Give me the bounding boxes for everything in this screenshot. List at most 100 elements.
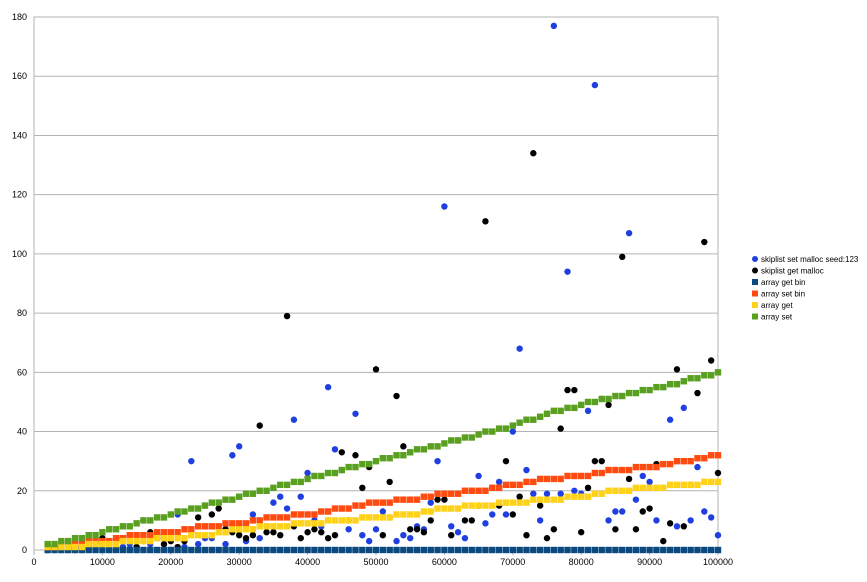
data-point bbox=[646, 484, 653, 492]
data-point bbox=[194, 514, 202, 521]
data-point bbox=[352, 410, 359, 417]
data-point bbox=[694, 389, 701, 397]
data-point bbox=[119, 523, 127, 530]
data-point bbox=[379, 499, 387, 506]
data-point bbox=[133, 546, 140, 554]
data-point bbox=[461, 502, 469, 509]
data-point bbox=[530, 546, 537, 554]
data-point bbox=[694, 546, 701, 554]
data-point bbox=[461, 534, 469, 542]
data-point bbox=[639, 463, 646, 471]
data-point bbox=[489, 428, 496, 435]
data-point bbox=[632, 389, 640, 397]
data-point bbox=[598, 490, 605, 497]
data-point bbox=[194, 540, 202, 548]
data-point bbox=[126, 537, 133, 545]
data-point bbox=[448, 437, 455, 444]
data-point bbox=[277, 481, 284, 489]
data-point bbox=[454, 437, 462, 444]
data-point bbox=[530, 150, 537, 157]
data-point bbox=[646, 505, 653, 512]
data-point bbox=[564, 404, 571, 412]
data-point bbox=[249, 546, 257, 554]
data-point bbox=[249, 511, 257, 518]
legend-label: skiplist set malloc seed:123 bbox=[761, 255, 859, 264]
data-point bbox=[311, 526, 318, 533]
data-point bbox=[359, 502, 366, 509]
data-point bbox=[660, 546, 667, 554]
data-point bbox=[153, 529, 161, 536]
data-point bbox=[557, 546, 564, 554]
data-point bbox=[345, 463, 352, 471]
data-point bbox=[557, 496, 564, 503]
data-point bbox=[215, 499, 222, 506]
data-point bbox=[372, 546, 380, 554]
y-tick-label: 120 bbox=[12, 190, 27, 200]
data-point bbox=[215, 546, 222, 554]
data-point bbox=[639, 472, 646, 480]
data-point bbox=[673, 380, 681, 388]
data-point bbox=[407, 449, 414, 456]
data-point bbox=[112, 540, 120, 548]
data-point bbox=[140, 531, 147, 539]
data-point bbox=[324, 546, 332, 554]
data-point bbox=[495, 499, 503, 506]
y-tick-label: 140 bbox=[12, 130, 27, 140]
data-point bbox=[619, 466, 626, 474]
data-point bbox=[639, 484, 646, 492]
data-point bbox=[454, 529, 462, 536]
data-point bbox=[605, 517, 612, 524]
data-point bbox=[304, 511, 311, 518]
data-point bbox=[584, 398, 592, 406]
data-point bbox=[666, 546, 674, 554]
data-point bbox=[495, 478, 503, 486]
data-point bbox=[571, 404, 578, 412]
data-point bbox=[489, 546, 496, 554]
data-point bbox=[297, 546, 304, 554]
data-point bbox=[256, 487, 263, 494]
data-point bbox=[215, 523, 222, 530]
y-tick-label: 0 bbox=[22, 545, 27, 555]
data-point bbox=[181, 508, 188, 515]
data-point bbox=[413, 446, 421, 453]
data-point bbox=[536, 475, 544, 483]
data-point bbox=[625, 229, 633, 237]
data-point bbox=[612, 546, 619, 554]
data-point bbox=[338, 517, 345, 524]
data-point bbox=[147, 517, 154, 524]
data-point bbox=[687, 457, 694, 465]
data-point bbox=[632, 463, 640, 471]
data-point bbox=[112, 526, 120, 533]
data-point bbox=[304, 529, 311, 536]
data-point bbox=[619, 487, 626, 494]
data-point bbox=[502, 481, 510, 489]
data-point bbox=[598, 395, 605, 403]
data-point bbox=[393, 537, 400, 545]
data-point bbox=[605, 395, 612, 403]
data-marks bbox=[44, 22, 722, 554]
data-point bbox=[454, 505, 462, 512]
data-point bbox=[201, 531, 209, 539]
data-point bbox=[188, 457, 195, 465]
data-point bbox=[707, 452, 715, 459]
data-point bbox=[434, 505, 441, 512]
data-point bbox=[318, 472, 325, 480]
data-point bbox=[694, 375, 701, 382]
data-point bbox=[263, 529, 270, 536]
data-point bbox=[283, 546, 291, 554]
legend-marker bbox=[752, 256, 758, 262]
data-point bbox=[413, 546, 421, 554]
data-point bbox=[188, 546, 195, 554]
data-point bbox=[140, 546, 147, 554]
x-tick-label: 0 bbox=[31, 557, 36, 567]
data-point bbox=[160, 514, 168, 521]
data-point bbox=[557, 407, 564, 415]
data-point bbox=[92, 546, 99, 554]
data-point bbox=[71, 543, 79, 551]
data-point bbox=[222, 540, 229, 548]
data-point bbox=[194, 523, 202, 530]
data-point bbox=[318, 529, 325, 536]
y-tick-label: 160 bbox=[12, 71, 27, 81]
data-point bbox=[249, 531, 257, 539]
data-point bbox=[400, 452, 407, 459]
